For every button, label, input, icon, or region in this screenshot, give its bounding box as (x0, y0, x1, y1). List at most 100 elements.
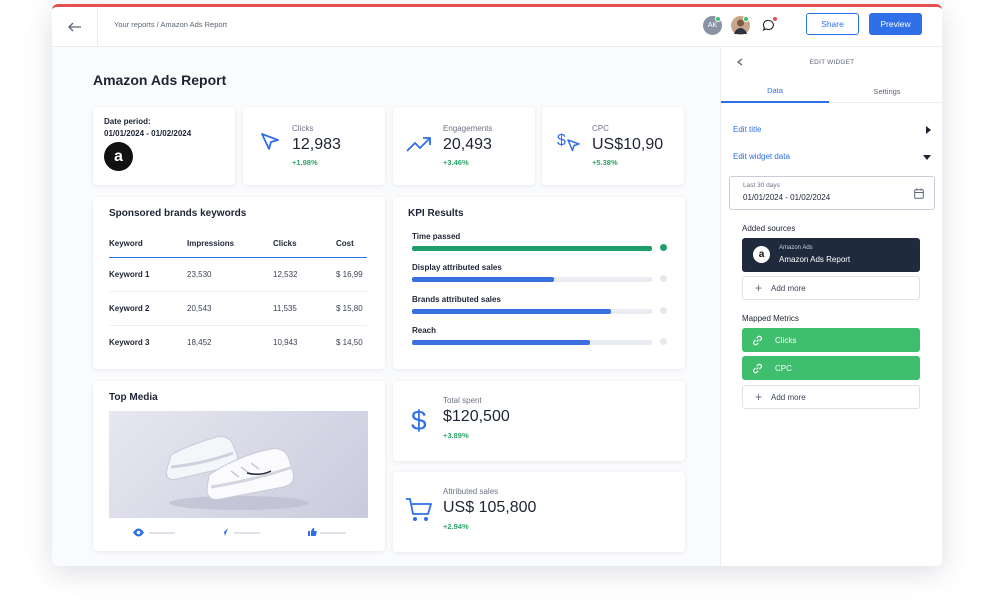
svg-text:$: $ (557, 132, 566, 149)
arrow-left-icon (67, 22, 81, 32)
cell: $ 14,50 (336, 337, 363, 347)
progress-track (412, 340, 652, 345)
edit-widget-data-row[interactable]: Edit widget data (733, 152, 931, 161)
total-spent-value: $120,500 (443, 408, 510, 425)
preview-button[interactable]: Preview (869, 13, 922, 35)
kpi-result-label: Display attributed sales (412, 263, 502, 272)
tab-data[interactable]: Data (721, 79, 829, 103)
add-source-button[interactable]: + Add more (742, 276, 920, 300)
share-button[interactable]: Share (806, 13, 859, 35)
check-icon (660, 244, 667, 256)
date-period-label: Date period: (104, 117, 151, 126)
attributed-sales-value: US$ 105,800 (443, 499, 537, 516)
cell: Keyword 1 (109, 257, 187, 292)
cell: 12,532 (273, 257, 336, 292)
attributed-sales-card[interactable]: Attributed sales US$ 105,800 +2.94% (393, 472, 685, 552)
send-count-bar (234, 532, 260, 534)
progress-track (412, 309, 652, 314)
send-icon[interactable] (219, 527, 229, 537)
source-item[interactable]: a Amazon Ads Amazon Ads Report (742, 238, 920, 272)
metric-label: CPC (775, 363, 792, 373)
metric-item-cpc[interactable]: CPC (742, 356, 920, 380)
tab-settings[interactable]: Settings (873, 86, 901, 96)
user-icon (734, 19, 747, 34)
online-indicator (743, 16, 749, 22)
panel-title: EDIT WIDGET (809, 58, 855, 66)
table-row[interactable]: Keyword 3 18,452 10,943 $ 14,50 (109, 325, 367, 359)
attributed-sales-label: Attributed sales (443, 487, 499, 496)
kpi-change: +1.98% (292, 158, 318, 167)
kpi-result-row[interactable]: Display attributed sales (412, 263, 668, 282)
keywords-title: Sponsored brands keywords (109, 208, 247, 219)
column-header[interactable]: Cost (336, 231, 367, 258)
back-button[interactable] (52, 7, 98, 47)
sneakers-image (166, 436, 309, 510)
kpi-result-label: Brands attributed sales (412, 295, 501, 304)
chevron-left-icon[interactable] (737, 58, 743, 66)
kpi-card-clicks[interactable]: Clicks 12,983 +1.98% (243, 107, 385, 185)
kpi-card-cpc[interactable]: $ CPC US$10,90 +5.38% (542, 107, 684, 185)
breadcrumb[interactable]: Your reports / Amazon Ads Report (114, 20, 228, 29)
progress-track (412, 246, 652, 251)
kpi-label: Clicks (292, 124, 314, 133)
cell: 11,535 (273, 291, 336, 326)
progress-fill (412, 309, 612, 314)
kpi-result-row[interactable]: Reach (412, 326, 668, 345)
kpi-result-row[interactable]: Brands attributed sales (412, 295, 668, 314)
column-header[interactable]: Clicks (273, 231, 336, 258)
panel-header: EDIT WIDGET (721, 51, 942, 73)
date-range-label: Last 30 days (743, 182, 780, 189)
online-indicator (715, 16, 721, 22)
trend-up-icon (406, 137, 431, 152)
plus-icon: + (755, 390, 763, 404)
progress-fill (412, 340, 590, 345)
caret-down-icon (923, 154, 931, 160)
svg-text:$: $ (411, 405, 427, 435)
date-range-picker[interactable]: Last 30 days 01/01/2024 - 01/02/2024 (729, 176, 935, 210)
media-image[interactable] (109, 411, 368, 518)
total-spent-change: +3.89% (443, 431, 469, 440)
link-icon (753, 363, 762, 373)
cell: $ 15,80 (336, 291, 367, 326)
status-dot (660, 307, 667, 314)
top-media-card[interactable]: Top Media (93, 381, 385, 551)
caret-right-icon (926, 125, 931, 134)
avatar-photo[interactable] (731, 16, 750, 35)
kpi-value: 20,493 (443, 136, 492, 153)
table-header-row: Keyword Impressions Clicks Cost (109, 231, 367, 258)
amazon-logo-letter: a (758, 249, 765, 260)
table-row[interactable]: Keyword 1 23,530 12,532 $ 16,99 (109, 257, 367, 292)
table-row[interactable]: Keyword 2 20,543 11,535 $ 15,80 (109, 291, 367, 326)
kpi-result-row[interactable]: Time passed (412, 232, 668, 256)
kpi-card-engagements[interactable]: Engagements 20,493 +3.46% (393, 107, 535, 185)
kpi-value: US$10,90 (592, 136, 664, 153)
thumbs-up-icon[interactable] (307, 527, 317, 537)
total-spent-card[interactable]: $ Total spent $120,500 +3.89% (393, 381, 685, 461)
kpi-label: Engagements (443, 124, 493, 133)
metric-item-clicks[interactable]: Clicks (742, 328, 920, 352)
eye-icon[interactable] (132, 528, 145, 537)
shopping-cart-icon (406, 498, 432, 521)
added-sources-label: Added sources (742, 224, 796, 233)
column-header[interactable]: Impressions (187, 231, 273, 258)
top-media-title: Top Media (109, 392, 158, 403)
date-period-card[interactable]: Date period: 01/01/2024 - 01/02/2024 a (93, 107, 235, 185)
kpi-change: +5.38% (592, 158, 618, 167)
column-header[interactable]: Keyword (109, 231, 187, 258)
edit-title-row[interactable]: Edit title (733, 125, 931, 134)
status-dot (660, 338, 667, 345)
mapped-metrics-label: Mapped Metrics (742, 314, 799, 323)
add-more-label: Add more (771, 283, 806, 293)
kpi-results-card[interactable]: KPI Results Time passed Display attribute… (393, 197, 685, 369)
panel-tabs: Data Settings (721, 79, 942, 103)
add-metric-button[interactable]: + Add more (742, 385, 920, 409)
edit-title-label: Edit title (733, 125, 762, 134)
attributed-sales-change: +2.94% (443, 522, 469, 531)
app-window: Your reports / Amazon Ads Report AK Shar… (52, 4, 942, 566)
kpi-label: CPC (592, 124, 609, 133)
cell: Keyword 3 (109, 337, 150, 347)
source-type: Amazon Ads (779, 245, 813, 251)
kpi-value: 12,983 (292, 136, 341, 153)
source-name: Amazon Ads Report (779, 255, 851, 264)
keywords-card[interactable]: Sponsored brands keywords Keyword Impres… (93, 197, 385, 369)
